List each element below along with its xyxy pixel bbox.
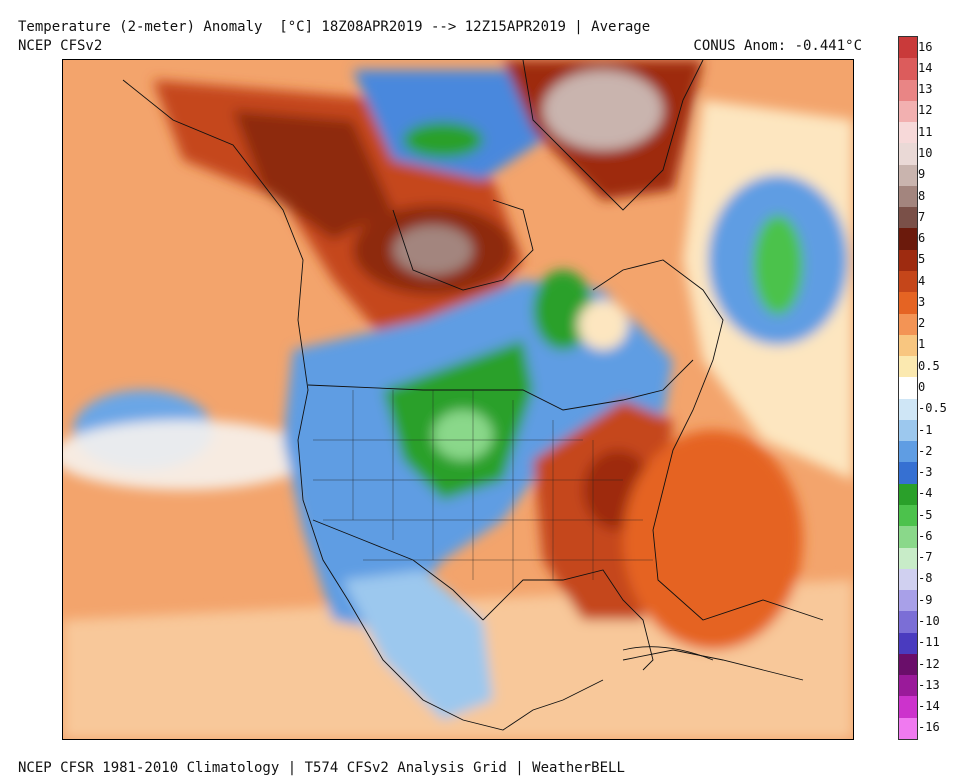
colorbar-swatch — [899, 58, 917, 81]
colorbar-swatch — [899, 185, 917, 208]
colorbar-swatch — [899, 292, 917, 315]
colorbar-tick-label: -11 — [918, 635, 940, 650]
colorbar-swatch — [899, 653, 917, 676]
colorbar-swatch — [899, 377, 917, 400]
anomaly-colorbar — [898, 36, 918, 740]
colorbar-tick-label: 1 — [918, 337, 926, 352]
colorbar-tick-label: 16 — [918, 39, 933, 54]
colorbar-swatch — [899, 483, 917, 506]
colorbar-tick-label: 2 — [918, 316, 926, 331]
state-lines — [313, 390, 653, 590]
cuba — [622, 646, 714, 661]
colorbar-swatch — [899, 334, 917, 357]
attribution-footer: NCEP CFSR 1981-2010 Climatology | T574 C… — [18, 760, 625, 776]
colorbar-swatch — [899, 526, 917, 549]
colorbar-tick-label: -12 — [918, 656, 940, 671]
temperature-anomaly-map — [62, 59, 854, 740]
colorbar-swatch — [899, 207, 917, 229]
colorbar-tick-label: 4 — [918, 273, 926, 288]
colorbar-swatch — [899, 79, 917, 102]
border-us-canada — [307, 359, 694, 411]
colorbar-swatch — [899, 462, 917, 485]
coastline-gulf — [482, 569, 654, 671]
colorbar-tick-label: -5 — [918, 507, 933, 522]
colorbar-swatch — [899, 505, 917, 527]
colorbar-swatch — [899, 441, 917, 463]
colorbar-swatch — [899, 568, 917, 591]
anomaly-cool-mexico — [343, 570, 493, 720]
colorbar-tick-label: -16 — [918, 720, 940, 735]
colorbar-swatch — [899, 611, 917, 634]
anomaly-warm-atlantic — [623, 430, 803, 650]
colorbar-tick-label: 8 — [918, 188, 926, 203]
colorbar-tick-label: 9 — [918, 167, 926, 182]
colorbar-swatch — [899, 419, 917, 442]
colorbar-tick-label: 5 — [918, 252, 926, 267]
colorbar-tick-label: 11 — [918, 124, 933, 139]
colorbar-tick-label: 7 — [918, 209, 926, 224]
colorbar-swatch — [899, 164, 917, 187]
coastline-hudson — [392, 199, 534, 291]
conus-anomaly-readout: CONUS Anom: -0.441°C — [693, 38, 862, 54]
colorbar-swatch — [899, 37, 917, 59]
colorbar-swatch — [899, 590, 917, 612]
colorbar-tick-label: -6 — [918, 528, 933, 543]
colorbar-tick-label: -3 — [918, 465, 933, 480]
colorbar-tick-label: -0.5 — [918, 401, 947, 416]
colorbar-swatch — [899, 143, 917, 166]
colorbar-tick-label: -8 — [918, 571, 933, 586]
colorbar-tick-label: -4 — [918, 486, 933, 501]
colorbar-tick-label: -7 — [918, 550, 933, 565]
colorbar-swatch — [899, 696, 917, 719]
colorbar-swatch — [899, 398, 917, 421]
colorbar-swatch — [899, 122, 917, 144]
colorbar-swatch — [899, 547, 917, 570]
colorbar-tick-label: 12 — [918, 103, 933, 118]
coastline-atlantic — [592, 259, 824, 621]
colorbar-swatch — [899, 717, 917, 740]
colorbar-tick-label: 13 — [918, 82, 933, 97]
colorbar-swatch — [899, 271, 917, 293]
colorbar-tick-label: 6 — [918, 231, 926, 246]
colorbar-tick-label: -13 — [918, 677, 940, 692]
colorbar-tick-label: -9 — [918, 592, 933, 607]
colorbar-swatch — [899, 632, 917, 655]
colorbar-tick-label: -1 — [918, 422, 933, 437]
colorbar-swatch — [899, 100, 917, 123]
colorbar-swatch — [899, 313, 917, 336]
coastline-greenland — [522, 60, 704, 211]
colorbar-swatch — [899, 228, 917, 251]
colorbar-tick-label: 14 — [918, 60, 933, 75]
colorbar-swatch — [899, 249, 917, 272]
map-title: Temperature (2-meter) Anomaly [°C] 18Z08… — [18, 19, 651, 35]
caribbean-islands — [622, 649, 804, 681]
colorbar-tick-label: -2 — [918, 443, 933, 458]
colorbar-tick-label: 10 — [918, 146, 933, 160]
colorbar-tick-label: -10 — [918, 614, 940, 628]
colorbar-tick-label: -14 — [918, 699, 940, 714]
colorbar-tick-label: 0.5 — [918, 358, 940, 373]
colorbar-tick-label: 3 — [918, 294, 926, 309]
coastline-pacific — [122, 79, 604, 731]
model-label: NCEP CFSv2 — [18, 38, 103, 54]
colorbar-tick-label: 0 — [918, 380, 926, 394]
colorbar-swatch — [899, 675, 917, 697]
colorbar-swatch — [899, 356, 917, 378]
